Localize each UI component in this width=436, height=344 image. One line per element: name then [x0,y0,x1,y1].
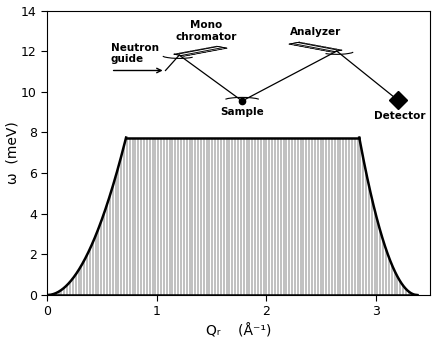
Y-axis label: ω  (meV): ω (meV) [6,121,20,184]
Text: Neutron
guide: Neutron guide [111,43,159,64]
Text: Detector: Detector [374,111,426,121]
Text: Mono
chromator: Mono chromator [175,20,237,42]
Text: Sample: Sample [220,107,264,117]
Text: Analyzer: Analyzer [290,27,341,37]
X-axis label: Qᵣ    (Å⁻¹): Qᵣ (Å⁻¹) [206,324,272,338]
